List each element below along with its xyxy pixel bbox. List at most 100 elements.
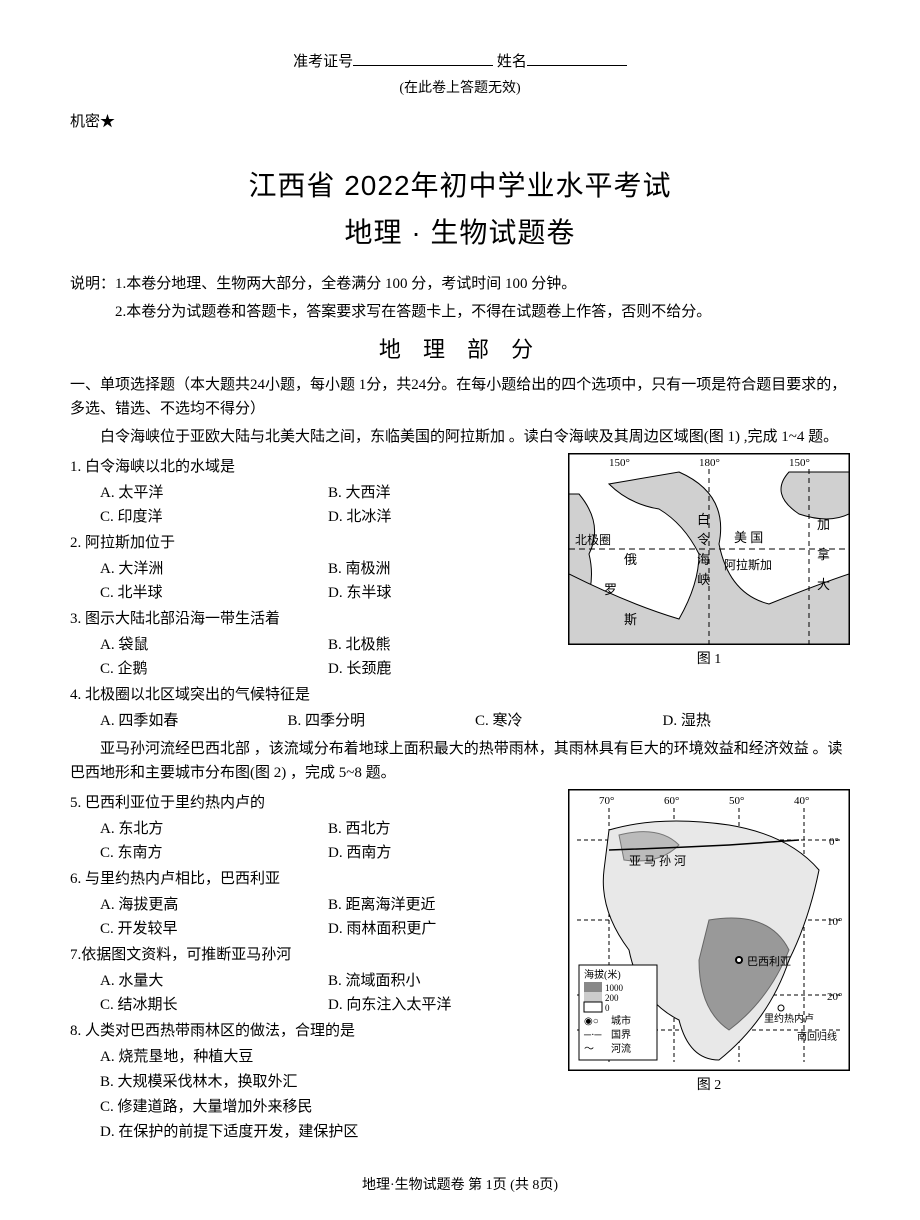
name-blank — [527, 50, 627, 66]
q1-D: D. 北冰洋 — [328, 505, 556, 529]
instruction-1: 说明：1.本卷分地理、生物两大部分，全卷满分 100 分，考试时间 100 分钟… — [70, 272, 850, 296]
q6-A: A. 海拔更高 — [100, 893, 328, 917]
map1-can2: 拿 — [817, 547, 830, 562]
map1-strait4: 峡 — [697, 572, 710, 587]
q3-C: C. 企鹅 — [100, 657, 328, 681]
q8-B: B. 大规模采伐林木，换取外汇 — [100, 1070, 556, 1094]
m2-tropic: 南回归线 — [797, 1030, 837, 1043]
map-2-svg: 70° 60° 50° 40° 0° 10° 20° 亚 马 孙 河 — [568, 789, 850, 1071]
q4-A: A. 四季如春 — [100, 709, 288, 733]
q2-A: A. 大洋洲 — [100, 557, 328, 581]
instruction-2-text: 2.本卷分为试题卷和答题卡，答案要求写在答题卡上，不得在试题卷上作答，否则不给分… — [115, 304, 711, 320]
name-label: 姓名 — [497, 54, 527, 70]
q7-B: B. 流域面积小 — [328, 969, 556, 993]
m2-leg-border-sym: ─·─ — [583, 1030, 602, 1041]
q8-A: A. 烧荒垦地，种植大豆 — [100, 1045, 556, 1069]
map1-can3: 大 — [817, 577, 830, 592]
q2-B: B. 南极洲 — [328, 557, 556, 581]
q7-D: D. 向东注入太平洋 — [328, 993, 556, 1017]
q4-stem: 4. 北极圈以北区域突出的气候特征是 — [70, 683, 850, 707]
m2-leg-river-sym: ～ — [584, 1044, 594, 1055]
map-1-svg: 150° 180° 150° 75° 60° 北极圈 俄 罗 斯 白 令 海 峡… — [568, 453, 850, 645]
m2-leg-city-sym: ◉○ — [584, 1016, 599, 1027]
m2-leg-0: 0 — [605, 1003, 610, 1013]
block-1: 1. 白令海峡以北的水域是 A. 太平洋B. 大西洋 C. 印度洋D. 北冰洋 … — [70, 453, 850, 681]
map1-lon-180: 180° — [699, 457, 720, 469]
q2-options: A. 大洋洲B. 南极洲 C. 北半球D. 东半球 — [70, 557, 556, 605]
q2-stem: 2. 阿拉斯加位于 — [70, 531, 556, 555]
q5-A: A. 东北方 — [100, 817, 328, 841]
q5-C: C. 东南方 — [100, 841, 328, 865]
q6-stem: 6. 与里约热内卢相比，巴西利亚 — [70, 867, 556, 891]
map1-russia: 俄 — [624, 552, 637, 567]
q1-C: C. 印度洋 — [100, 505, 328, 529]
map1-lon-150b: 150° — [789, 457, 810, 469]
q6-C: C. 开发较早 — [100, 917, 328, 941]
q8-D: D. 在保护的前提下适度开发，建保护区 — [100, 1120, 556, 1144]
map1-russia2: 罗 — [604, 582, 617, 597]
figure-1-label: 图 1 — [568, 649, 850, 671]
header-id-line: 准考证号 姓名 — [70, 50, 850, 74]
m2-leg-river: 河流 — [611, 1042, 631, 1055]
map1-strait1: 白 — [697, 512, 710, 527]
m2-lat0: 0° — [829, 836, 839, 848]
header-note: (在此卷上答题无效) — [70, 78, 850, 100]
exam-id-blank — [353, 50, 493, 66]
q5-D: D. 西南方 — [328, 841, 556, 865]
q4-C: C. 寒冷 — [475, 709, 663, 733]
m2-lat10: 10° — [827, 916, 842, 928]
m2-amazon: 亚 马 孙 河 — [629, 854, 686, 868]
q7-A: A. 水量大 — [100, 969, 328, 993]
m2-lat20: 20° — [827, 991, 842, 1003]
q8-options: A. 烧荒垦地，种植大豆 B. 大规模采伐林木，换取外汇 C. 修建道路，大量增… — [70, 1045, 556, 1144]
m2-leg-city: 城市 — [611, 1014, 631, 1027]
q5-options: A. 东北方B. 西北方 C. 东南方D. 西南方 — [70, 817, 556, 865]
map1-lon-150: 150° — [609, 457, 630, 469]
q2-C: C. 北半球 — [100, 581, 328, 605]
part-intro: 一、单项选择题（本大题共24小题，每小题 1分，共24分。在每小题给出的四个选项… — [70, 373, 850, 421]
map1-strait2: 令 — [697, 532, 710, 547]
passage-2: 亚马孙河流经巴西北部 ，该流域分布着地球上面积最大的热带雨林，其雨林具有巨大的环… — [70, 737, 850, 785]
q7-stem: 7.依据图文资料，可推断亚马孙河 — [70, 943, 556, 967]
map1-strait3: 海 — [697, 552, 710, 567]
m2-leg-title: 海拔(米) — [584, 968, 621, 981]
q1-B: B. 大西洋 — [328, 481, 556, 505]
exam-id-label: 准考证号 — [293, 54, 353, 70]
q3-options: A. 袋鼠B. 北极熊 C. 企鹅D. 长颈鹿 — [70, 633, 556, 681]
q4-B: B. 四季分明 — [288, 709, 476, 733]
m2-lon50: 50° — [729, 795, 744, 807]
q2-D: D. 东半球 — [328, 581, 556, 605]
figure-2: 70° 60° 50° 40° 0° 10° 20° 亚 马 孙 河 — [568, 789, 850, 1097]
q1-stem: 1. 白令海峡以北的水域是 — [70, 455, 556, 479]
q3-B: B. 北极熊 — [328, 633, 556, 657]
q4-D: D. 湿热 — [663, 709, 851, 733]
figure-1: 150° 180° 150° 75° 60° 北极圈 俄 罗 斯 白 令 海 峡… — [568, 453, 850, 671]
q4-options: A. 四季如春 B. 四季分明 C. 寒冷 D. 湿热 — [70, 709, 850, 733]
passage-1: 白令海峡位于亚欧大陆与北美大陆之间，东临美国的阿拉斯加 。读白令海峡及其周边区域… — [70, 425, 850, 449]
m2-leg-1000: 1000 — [605, 983, 624, 993]
block-2: 5. 巴西利亚位于里约热内卢的 A. 东北方B. 西北方 C. 东南方D. 西南… — [70, 789, 850, 1145]
figure-2-label: 图 2 — [568, 1075, 850, 1097]
q6-D: D. 雨林面积更广 — [328, 917, 556, 941]
map1-alaska: 阿拉斯加 — [724, 557, 772, 572]
m2-lon60: 60° — [664, 795, 679, 807]
q1-options: A. 太平洋B. 大西洋 C. 印度洋D. 北冰洋 — [70, 481, 556, 529]
instruction-1-text: 1.本卷分地理、生物两大部分，全卷满分 100 分，考试时间 100 分钟。 — [115, 276, 576, 292]
map1-russia3: 斯 — [624, 612, 637, 627]
title-line-1: 江西省 2022年初中学业水平考试 — [70, 164, 850, 209]
instruction-2: 2.本卷分为试题卷和答题卡，答案要求写在答题卡上，不得在试题卷上作答，否则不给分… — [70, 300, 850, 324]
q1-A: A. 太平洋 — [100, 481, 328, 505]
q5-B: B. 西北方 — [328, 817, 556, 841]
m2-leg-200: 200 — [605, 993, 619, 1003]
q8-C: C. 修建道路，大量增加外来移民 — [100, 1095, 556, 1119]
instruction-label: 说明： — [70, 276, 115, 292]
q5-stem: 5. 巴西利亚位于里约热内卢的 — [70, 791, 556, 815]
title-line-2: 地理 · 生物试题卷 — [70, 211, 850, 256]
m2-brasilia: 巴西利亚 — [747, 955, 791, 968]
q7-C: C. 结冰期长 — [100, 993, 328, 1017]
q3-A: A. 袋鼠 — [100, 633, 328, 657]
secret-label: 机密★ — [70, 110, 850, 134]
map1-arctic-circle: 北极圈 — [575, 533, 611, 547]
m2-lon70: 70° — [599, 795, 614, 807]
map1-usa: 美 国 — [734, 530, 763, 545]
